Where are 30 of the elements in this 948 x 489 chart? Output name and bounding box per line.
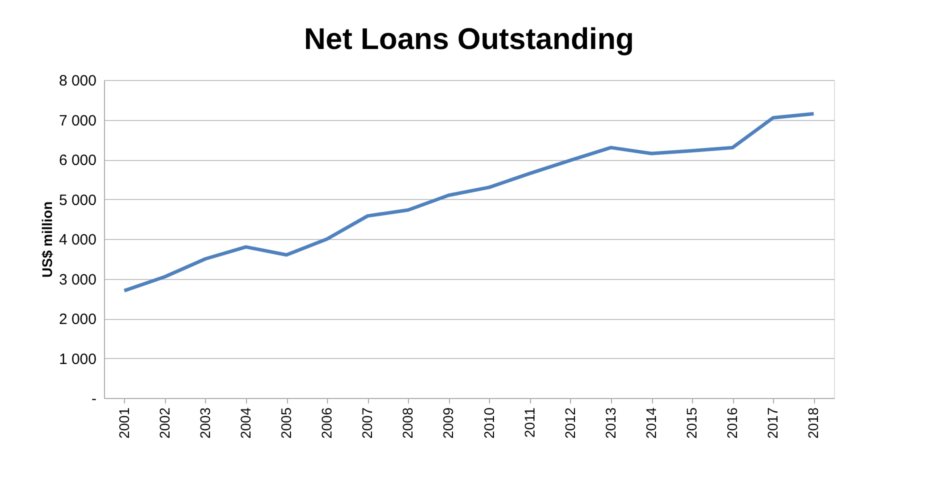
x-tick-label: 2018 [805,407,822,439]
y-tick-label: - [92,390,96,408]
x-tick-label: 2011 [521,407,538,438]
y-axis-title: US$ million [38,201,55,278]
line-series [122,112,816,292]
x-tick-label: 2006 [318,407,335,439]
x-tick-label: 2002 [156,407,172,439]
x-tick-label: 2012 [562,407,578,439]
x-tick-label: 2013 [602,407,618,439]
y-tick-label: 3 000 [58,271,96,288]
y-tick-label: 5 000 [58,192,96,209]
x-tick-label: 2009 [440,407,456,439]
chart-title: Net Loans Outstanding [304,23,634,56]
y-tick-label: 7 000 [58,112,96,130]
x-tick-label: 2001 [116,407,132,439]
x-tick-label: 2005 [278,407,294,439]
x-tick-label: 2004 [237,407,254,439]
x-tick-label: 2014 [643,407,659,439]
y-tick-label: 6 000 [58,152,96,169]
x-tick-label: 2007 [359,407,376,439]
y-tick-label: 2 000 [58,311,96,328]
x-tick-label: 2008 [400,407,416,439]
x-tick-label: 2003 [196,407,213,439]
x-tick-label: 2017 [764,407,781,439]
x-tick-label: 2010 [480,407,497,439]
y-tick-label: 4 000 [58,232,96,248]
x-tick-label: 2015 [684,407,700,439]
y-tick-label: 8 000 [58,72,96,90]
x-tick-label: 2016 [724,407,740,439]
y-tick-label: 1 000 [58,350,96,368]
